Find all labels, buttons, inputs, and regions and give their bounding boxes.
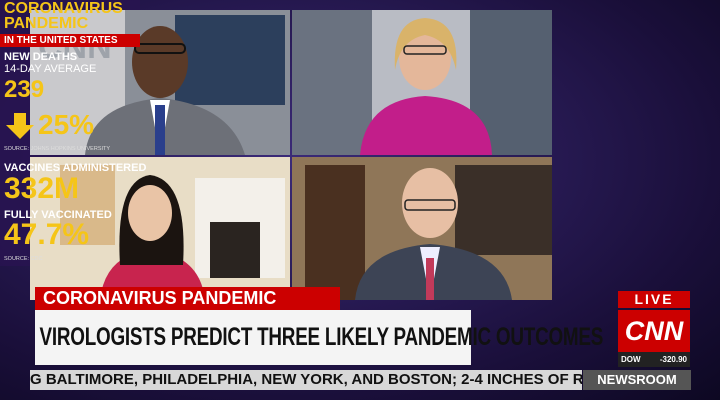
deaths-value: 239 xyxy=(4,76,45,103)
down-arrow xyxy=(6,113,34,139)
live-badge: LIVE xyxy=(618,291,690,308)
panel-top-right xyxy=(292,10,552,155)
headline: VIROLOGISTS PREDICT THREE LIKELY PANDEMI… xyxy=(35,310,603,365)
market-change: -320.90 xyxy=(659,355,687,364)
sidebar-subtitle: IN THE UNITED STATES xyxy=(0,34,140,47)
deaths-source: SOURCE: JOHNS HOPKINS UNIVERSITY xyxy=(4,146,111,152)
network-logo: CNN xyxy=(618,310,690,352)
show-name: NEWSROOM xyxy=(583,370,691,390)
deaths-sublabel: 14-DAY AVERAGE xyxy=(4,63,97,75)
vaccines-label: VACCINES ADMINISTERED xyxy=(4,162,147,174)
deaths-change: 25% xyxy=(38,109,95,140)
sidebar-title: CORONAVIRUS xyxy=(4,0,123,17)
news-ticker: G BALTIMORE, PHILADELPHIA, NEW YORK, AND… xyxy=(30,370,582,390)
topic-tag: CORONAVIRUS PANDEMIC xyxy=(35,287,340,310)
fully-value: 47.7% xyxy=(4,218,90,251)
deaths-label: NEW DEATHS xyxy=(4,51,78,63)
panel-bottom-right xyxy=(292,157,552,300)
vaccines-value: 332M xyxy=(4,172,80,205)
market-row: DOW -320.90 xyxy=(618,352,690,367)
panel-bottom-left xyxy=(30,157,290,300)
vaccines-source: SOURCE: CDC xyxy=(4,256,43,262)
fully-label: FULLY VACCINATED xyxy=(4,209,112,221)
market-label: DOW xyxy=(621,355,641,364)
sidebar-title: PANDEMIC xyxy=(4,15,89,32)
